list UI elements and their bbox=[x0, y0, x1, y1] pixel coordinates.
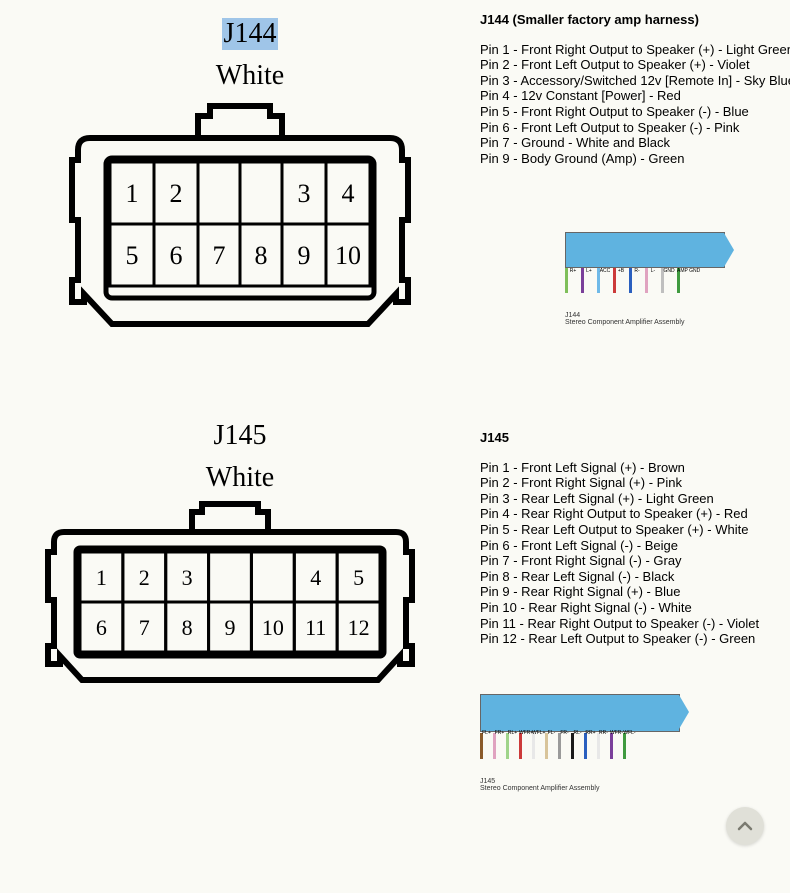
j144-description: J144 (Smaller factory amp harness) Pin 1… bbox=[480, 12, 780, 166]
j145-wire-caption: Stereo Component Amplifier Assembly bbox=[480, 785, 680, 792]
pin-desc-line: Pin 1 - Front Right Output to Speaker (+… bbox=[480, 42, 780, 58]
svg-text:9: 9 bbox=[225, 615, 236, 640]
j144-wire-caption: Stereo Component Amplifier Assembly bbox=[565, 319, 725, 326]
pin-desc-line: Pin 7 - Ground - White and Black bbox=[480, 135, 780, 151]
j145-desc-title: J145 bbox=[480, 430, 780, 446]
pin-desc-line: Pin 9 - Rear Right Signal (+) - Blue bbox=[480, 584, 780, 600]
pin-desc-line: Pin 5 - Rear Left Output to Speaker (+) … bbox=[480, 522, 780, 538]
pin-desc-line: Pin 11 - Rear Right Output to Speaker (-… bbox=[480, 616, 780, 632]
pin-desc-line: Pin 7 - Front Right Signal (-) - Gray bbox=[480, 553, 780, 569]
pin-desc-line: Pin 3 - Accessory/Switched 12v [Remote I… bbox=[480, 73, 780, 89]
j145-wire-diagram: 123456789101112 FL+FR+RL+WFR+WFL+FL-FR-R… bbox=[480, 694, 680, 792]
pin-desc-line: Pin 2 - Front Right Signal (+) - Pink bbox=[480, 475, 780, 491]
svg-text:4: 4 bbox=[342, 179, 355, 208]
pin-desc-line: Pin 6 - Front Left Signal (-) - Beige bbox=[480, 538, 780, 554]
scroll-to-top-button[interactable] bbox=[726, 807, 764, 845]
connector-j145-block: J145 White 123456789101112 bbox=[40, 420, 440, 714]
svg-text:6: 6 bbox=[96, 615, 107, 640]
svg-text:6: 6 bbox=[170, 241, 183, 270]
connector-j145-label: J145 bbox=[214, 420, 267, 451]
svg-text:12: 12 bbox=[348, 615, 370, 640]
connector-j145-color: White bbox=[40, 462, 440, 494]
svg-text:2: 2 bbox=[139, 565, 150, 590]
svg-text:1: 1 bbox=[126, 179, 139, 208]
connector-j144-diagram: 1 2 3 4 5 6 78 9 10 bbox=[60, 92, 420, 352]
svg-text:8: 8 bbox=[182, 615, 193, 640]
svg-text:11: 11 bbox=[305, 615, 326, 640]
pin-desc-line: Pin 2 - Front Left Output to Speaker (+)… bbox=[480, 57, 780, 73]
svg-text:7: 7 bbox=[213, 241, 226, 270]
svg-text:8: 8 bbox=[255, 241, 268, 270]
pin-desc-line: Pin 4 - Rear Right Output to Speaker (+)… bbox=[480, 506, 780, 522]
page: J144 White bbox=[0, 0, 790, 893]
pin-desc-line: Pin 4 - 12v Constant [Power] - Red bbox=[480, 88, 780, 104]
pin-desc-line: Pin 9 - Body Ground (Amp) - Green bbox=[480, 151, 780, 167]
svg-text:1: 1 bbox=[96, 565, 107, 590]
svg-text:3: 3 bbox=[298, 179, 311, 208]
svg-text:4: 4 bbox=[310, 565, 321, 590]
svg-text:7: 7 bbox=[139, 615, 150, 640]
pin-desc-line: Pin 12 - Rear Left Output to Speaker (-)… bbox=[480, 631, 780, 647]
chevron-up-icon bbox=[737, 818, 753, 834]
connector-j144-label: J144 bbox=[222, 18, 279, 50]
j144-desc-title: J144 (Smaller factory amp harness) bbox=[480, 12, 780, 28]
connector-j144-color: White bbox=[60, 60, 440, 92]
svg-text:10: 10 bbox=[335, 241, 361, 270]
j145-description: J145 Pin 1 - Front Left Signal (+) - Bro… bbox=[480, 430, 780, 647]
svg-text:10: 10 bbox=[262, 615, 284, 640]
svg-text:2: 2 bbox=[170, 179, 183, 208]
svg-text:9: 9 bbox=[298, 241, 311, 270]
j144-wire-diagram: 12345679 R+L+ACC+BR-L-GNDAMP GND J144 St… bbox=[565, 232, 725, 326]
svg-text:3: 3 bbox=[182, 565, 193, 590]
pin-desc-line: Pin 5 - Front Right Output to Speaker (-… bbox=[480, 104, 780, 120]
connector-j144-block: J144 White bbox=[60, 18, 440, 352]
svg-text:5: 5 bbox=[126, 241, 139, 270]
pin-desc-line: Pin 6 - Front Left Output to Speaker (-)… bbox=[480, 120, 780, 136]
pin-desc-line: Pin 3 - Rear Left Signal (+) - Light Gre… bbox=[480, 491, 780, 507]
pin-desc-line: Pin 8 - Rear Left Signal (-) - Black bbox=[480, 569, 780, 585]
connector-j145-diagram: 123456789101112 bbox=[40, 494, 420, 714]
pin-desc-line: Pin 10 - Rear Right Signal (-) - White bbox=[480, 600, 780, 616]
svg-text:5: 5 bbox=[353, 565, 364, 590]
pin-desc-line: Pin 1 - Front Left Signal (+) - Brown bbox=[480, 460, 780, 476]
j145-wire-jack: J145 bbox=[480, 778, 680, 785]
j144-wire-jack: J144 bbox=[565, 312, 725, 319]
